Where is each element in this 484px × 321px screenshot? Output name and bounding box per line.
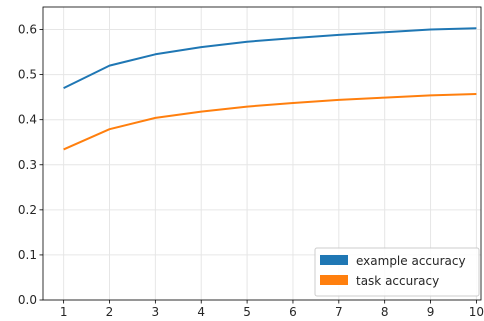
- series-line-task-accuracy: [63, 93, 477, 151]
- x-tick-label: 2: [106, 305, 114, 319]
- x-tick-label: 9: [427, 305, 435, 319]
- y-tick-label: 0.3: [18, 158, 37, 172]
- legend-box: [314, 247, 480, 297]
- y-tick-label: 0.0: [18, 293, 37, 307]
- y-tick-label: 0.2: [18, 203, 37, 217]
- series-line-example-accuracy: [63, 27, 477, 89]
- y-tick-label: 0.4: [18, 113, 37, 127]
- x-tick-label: 3: [152, 305, 160, 319]
- x-axis: 1 2 3 4 5 6 7 8 9 10: [60, 300, 484, 319]
- x-tick-label: 4: [197, 305, 205, 319]
- legend-swatch-example-accuracy: [320, 255, 348, 265]
- legend-label-example-accuracy: example accuracy: [356, 254, 466, 268]
- series-lines: [63, 27, 477, 151]
- y-tick-label: 0.5: [18, 68, 37, 82]
- legend: example accuracy task accuracy: [314, 247, 480, 297]
- y-axis: 0.0 0.1 0.2 0.3 0.4 0.5 0.6: [18, 23, 43, 307]
- legend-label-task-accuracy: task accuracy: [356, 274, 439, 288]
- plot-area-frame: [42, 6, 482, 301]
- x-tick-label: 10: [469, 305, 484, 319]
- x-tick-label: 1: [60, 305, 68, 319]
- legend-swatch-task-accuracy: [320, 275, 348, 285]
- x-tick-label: 6: [289, 305, 297, 319]
- x-tick-label: 7: [335, 305, 343, 319]
- y-tick-label: 0.1: [18, 248, 37, 262]
- y-tick-label: 0.6: [18, 23, 37, 37]
- x-tick-label: 5: [243, 305, 251, 319]
- x-tick-label: 8: [381, 305, 389, 319]
